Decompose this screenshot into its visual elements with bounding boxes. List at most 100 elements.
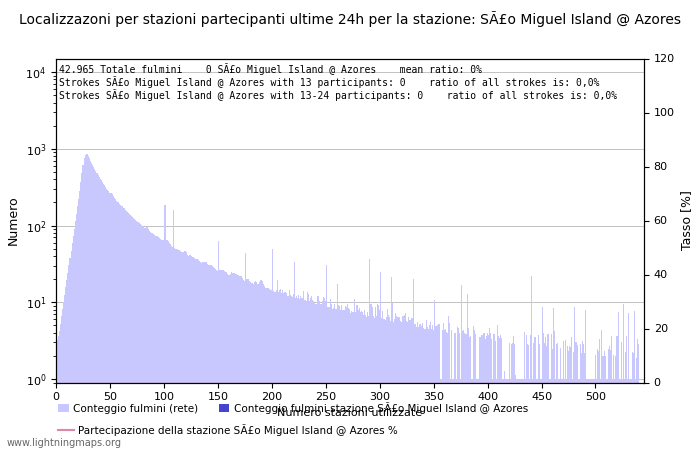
Bar	[610, 350, 611, 450]
Bar	[95, 171, 97, 450]
Bar	[282, 290, 283, 450]
Bar	[283, 293, 284, 450]
Bar	[257, 284, 258, 450]
Bar	[592, 379, 593, 450]
Bar	[167, 240, 168, 450]
Bar	[158, 237, 159, 450]
Bar	[613, 355, 615, 450]
Bar	[502, 379, 503, 450]
Bar	[149, 231, 150, 450]
Bar	[338, 305, 339, 450]
Bar	[447, 333, 448, 450]
Bar	[474, 330, 475, 450]
Bar	[544, 343, 545, 450]
Bar	[194, 258, 195, 450]
Bar	[511, 343, 512, 450]
Bar	[396, 316, 398, 450]
Bar	[354, 299, 356, 450]
Bar	[156, 236, 157, 450]
Bar	[394, 319, 395, 450]
Bar	[612, 379, 613, 450]
Bar	[519, 379, 521, 450]
Bar	[256, 283, 257, 450]
Bar	[109, 193, 111, 450]
Bar	[509, 343, 510, 450]
Bar	[69, 258, 71, 450]
Bar	[349, 309, 350, 450]
Bar	[188, 256, 189, 450]
Bar	[81, 173, 83, 450]
Bar	[186, 252, 187, 450]
Partecipazione della stazione SÃ£o Miguel Island @ Azores %	[405, 380, 413, 385]
Bar	[266, 288, 267, 450]
Bar	[508, 379, 509, 450]
Bar	[528, 345, 529, 450]
Bar	[573, 351, 575, 450]
Bar	[73, 236, 74, 450]
Bar	[597, 349, 598, 450]
Bar	[59, 331, 60, 450]
Bar	[144, 228, 145, 450]
Bar	[501, 338, 502, 450]
Bar	[239, 276, 240, 450]
Bar	[226, 272, 227, 450]
Bar	[445, 329, 446, 450]
Bar	[489, 328, 490, 450]
Bar	[179, 251, 181, 450]
Bar	[242, 279, 243, 450]
Bar	[629, 379, 631, 450]
Bar	[129, 214, 130, 450]
Bar	[531, 276, 532, 450]
Bar	[120, 205, 121, 450]
Bar	[320, 304, 321, 450]
Bar	[280, 289, 281, 450]
Bar	[356, 305, 358, 450]
Bar	[225, 272, 226, 450]
Bar	[181, 252, 182, 450]
Bar	[321, 304, 322, 450]
Bar	[208, 265, 209, 450]
Bar	[334, 304, 335, 450]
Bar	[593, 379, 594, 450]
Bar	[274, 292, 276, 450]
Bar	[344, 306, 346, 450]
Bar	[210, 265, 211, 450]
Bar	[63, 302, 64, 450]
Bar	[157, 236, 158, 450]
Bar	[314, 303, 316, 450]
Bar	[57, 337, 59, 450]
Bar	[175, 249, 176, 450]
Bar	[193, 257, 194, 450]
Bar	[222, 270, 223, 450]
Bar	[452, 379, 454, 450]
Bar	[496, 379, 497, 450]
Bar	[316, 296, 318, 450]
Bar	[79, 191, 81, 450]
Bar	[483, 333, 484, 450]
Bar	[183, 252, 184, 450]
Text: Strokes SÃ£o Miguel Island @ Azores with 13-24 participants: 0    ratio of all s: Strokes SÃ£o Miguel Island @ Azores with…	[59, 89, 617, 101]
Bar	[250, 282, 251, 450]
Bar	[517, 379, 518, 450]
Bar	[231, 272, 232, 450]
Bar	[619, 379, 620, 450]
Bar	[621, 342, 622, 450]
Bar	[97, 175, 99, 450]
Bar	[494, 334, 495, 450]
Bar	[404, 315, 405, 450]
Bar	[201, 263, 202, 450]
Bar	[146, 227, 147, 450]
Bar	[526, 335, 527, 450]
Bar	[402, 316, 403, 450]
Bar	[281, 293, 282, 450]
Bar	[236, 274, 237, 450]
Bar	[625, 352, 626, 450]
Bar	[596, 379, 597, 450]
Bar	[380, 272, 382, 450]
Bar	[300, 296, 302, 450]
Bar	[482, 336, 483, 450]
Bar	[463, 330, 464, 450]
Bar	[558, 379, 559, 450]
Bar	[260, 280, 262, 450]
Bar	[440, 379, 442, 450]
